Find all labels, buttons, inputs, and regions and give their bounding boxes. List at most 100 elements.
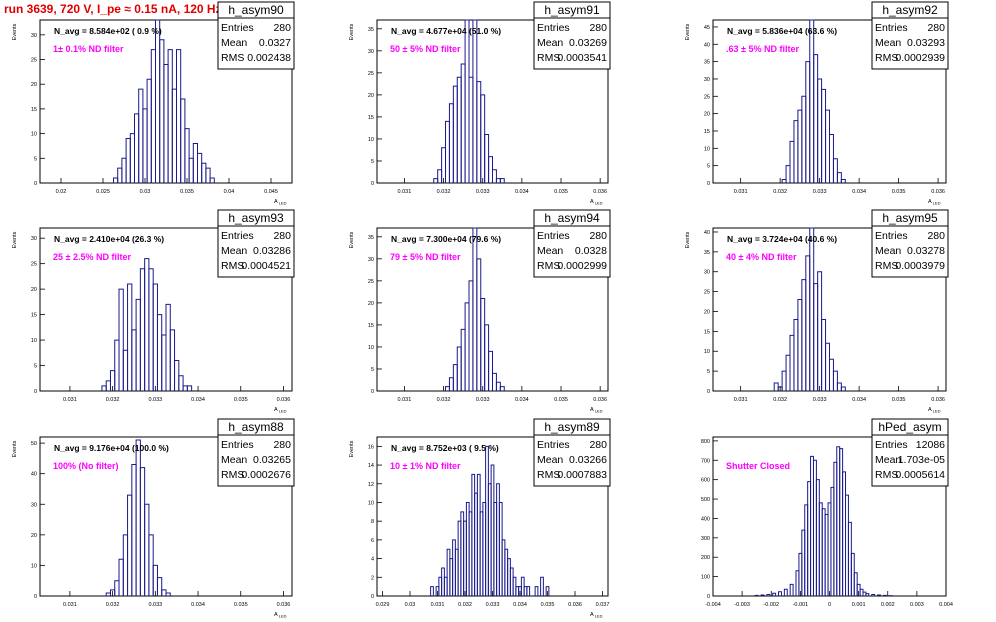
x-axis-title: A LED	[928, 407, 941, 414]
x-axis-title-subscript: LED	[932, 201, 941, 206]
histogram-bin	[545, 586, 550, 596]
y-tick-label: 10	[368, 500, 374, 506]
x-tick-label: 0.036	[277, 602, 291, 608]
x-axis-title: A LED	[274, 407, 287, 414]
x-tick-label: 0.031	[63, 602, 77, 608]
y-tick-label: 16	[368, 444, 374, 450]
stats-key: Mean	[875, 245, 901, 257]
stats-value: 12086	[916, 439, 945, 451]
y-tick-label: 6	[371, 538, 374, 544]
x-tick-label: 0.03	[140, 189, 151, 195]
stats-key: Entries	[537, 439, 570, 451]
stats-box	[533, 1, 611, 70]
y-tick-label: 10	[704, 349, 710, 355]
y-tick-label: 15	[704, 129, 710, 135]
y-tick-label: 15	[368, 115, 374, 121]
stats-box	[871, 209, 949, 278]
histogram-bin	[526, 586, 531, 596]
histogram-bin	[534, 586, 539, 596]
x-tick-label: 0.036	[568, 602, 582, 608]
stats-value: 0.0003541	[557, 52, 607, 64]
x-axis-title: A LED	[590, 199, 603, 206]
x-axis-title-subscript: LED	[594, 201, 603, 206]
histogram-panel-h_asym94: 0.031 0.032 0.033 0.034 0.035 0.036 0 5 10 15 20 25…	[349, 209, 611, 414]
x-tick-label: 0.036	[931, 397, 945, 403]
histogram-panel-h_asym91: 0.031 0.032 0.033 0.034 0.035 0.036 0 5 10 15 20 25…	[349, 1, 611, 206]
x-tick-label: 0.032	[106, 602, 120, 608]
y-tick-label: 10	[704, 146, 710, 152]
y-axis-title: Events	[12, 440, 18, 457]
y-tick-label: 5	[34, 156, 37, 162]
filter-label: Shutter Closed	[726, 461, 790, 471]
x-tick-label: 0.036	[931, 189, 945, 195]
y-tick-label: 300	[701, 536, 710, 542]
histogram-bin	[499, 386, 505, 391]
stats-key: Mean	[537, 454, 563, 466]
x-axis-title: A LED	[590, 407, 603, 414]
histogram-bin	[882, 594, 887, 596]
stats-title: h_asym93	[228, 211, 284, 225]
x-tick-label: 0.031	[398, 189, 412, 195]
y-tick-label: 12	[368, 482, 374, 488]
histogram-bin	[760, 594, 765, 596]
stats-value: 0.0002676	[241, 469, 291, 481]
histogram-panel-hPed_asym: -0.004 -0.003 -0.002 -0.001 0 0.001 0.002 0.003…	[701, 418, 953, 608]
x-tick-label: 0.002	[881, 602, 895, 608]
x-tick-label: 0.033	[813, 397, 827, 403]
x-tick-label: 0.034	[515, 189, 529, 195]
stats-value: 0.0004521	[241, 260, 291, 272]
stats-value: 280	[273, 230, 291, 242]
y-axis-title: Events	[349, 440, 355, 457]
y-tick-label: 40	[704, 230, 710, 236]
stats-box	[217, 209, 295, 278]
stats-key: RMS	[221, 52, 244, 64]
stats-value: 0.0005614	[895, 469, 945, 481]
stats-box	[533, 418, 611, 487]
stats-value: 1.703e-05	[898, 454, 945, 466]
stats-key: Mean	[221, 37, 247, 49]
stats-key: Entries	[875, 439, 908, 451]
y-tick-label: 35	[368, 27, 374, 33]
stats-value: 0.03293	[907, 37, 945, 49]
y-tick-label: 20	[368, 93, 374, 99]
stats-key: Mean	[875, 37, 901, 49]
stats-key: Entries	[221, 439, 254, 451]
navg-label: N_avg = 8.584e+02 ( 0.9 %)	[54, 26, 162, 36]
y-tick-label: 800	[701, 439, 710, 445]
y-tick-label: 0	[34, 181, 37, 187]
y-tick-label: 100	[701, 575, 710, 581]
navg-label: N_avg = 5.836e+04 (63.6 %)	[727, 26, 837, 36]
y-tick-label: 30	[368, 257, 374, 263]
stats-title: h_asym89	[544, 420, 600, 434]
y-tick-label: 30	[31, 502, 37, 508]
y-tick-label: 5	[707, 164, 710, 170]
x-tick-label: -0.001	[793, 602, 809, 608]
y-tick-label: 0	[371, 389, 374, 395]
filter-label: 1± 0.1% ND filter	[53, 44, 124, 54]
x-tick-label: 0.032	[437, 397, 451, 403]
x-tick-label: 0.034	[513, 602, 527, 608]
histogram-bin	[772, 592, 777, 596]
histogram-bin	[840, 386, 846, 391]
y-tick-label: 500	[701, 497, 710, 503]
histogram-bin	[783, 588, 788, 596]
y-tick-label: 35	[704, 250, 710, 256]
histogram-panel-h_asym92: 0.031 0.032 0.033 0.034 0.035 0.036 0 5 10 15 20 25…	[685, 1, 949, 206]
histogram-bin	[754, 594, 759, 596]
x-tick-label: 0.031	[734, 397, 748, 403]
stats-key: RMS	[537, 260, 560, 272]
y-tick-label: 0	[371, 594, 374, 600]
stats-box	[217, 418, 295, 487]
x-tick-label: 0.032	[458, 602, 472, 608]
filter-label: 50 ± 5% ND filter	[390, 44, 461, 54]
y-axis-title: Events	[349, 23, 355, 40]
x-tick-label: -0.004	[705, 602, 721, 608]
x-tick-label: 0.004	[939, 602, 953, 608]
filter-label: .63 ± 5% ND filter	[726, 44, 799, 54]
stats-key: Mean	[537, 245, 563, 257]
x-tick-label: 0.036	[593, 189, 607, 195]
y-tick-label: 20	[31, 287, 37, 293]
x-tick-label: 0.034	[852, 189, 866, 195]
x-tick-label: 0.033	[486, 602, 500, 608]
